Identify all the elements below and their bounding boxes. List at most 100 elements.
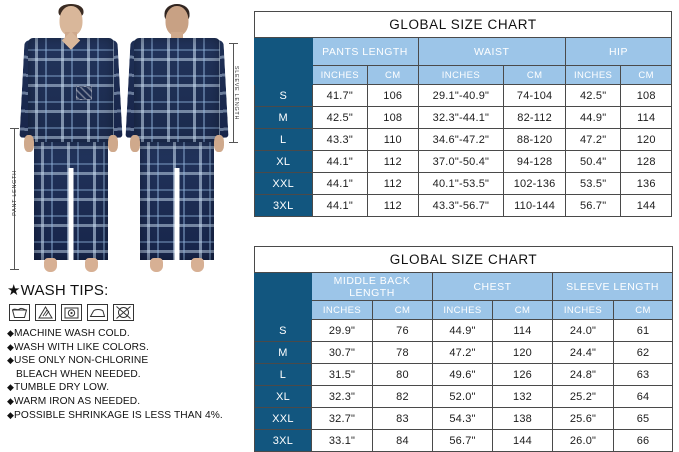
unit-header: CM — [372, 300, 433, 320]
measurement-cell: 108 — [367, 106, 419, 129]
wash-tip-item: ◆WARM IRON AS NEEDED. — [7, 395, 250, 409]
measurement-cell: 44.1" — [311, 150, 369, 173]
measurement-cell: 82-112 — [503, 106, 566, 129]
group-header-pants-length: PANTS LENGTH — [311, 37, 419, 66]
wash-tip-text: MACHINE WASH COLD. — [14, 328, 130, 339]
model-hand-right — [108, 135, 118, 152]
table-row: M 42.5" 108 32.3"-44.1" 82-112 44.9" 114 — [254, 106, 672, 129]
measurement-cell: 43.3" — [311, 128, 369, 151]
measurement-cell: 112 — [367, 194, 419, 217]
measurement-cell: 110-144 — [503, 194, 566, 217]
wash-tips-list: ◆MACHINE WASH COLD. ◆WASH WITH LIKE COLOR… — [7, 327, 250, 422]
unit-header: INCHES — [564, 65, 622, 85]
group-header-row: PANTS LENGTH WAIST HIP — [254, 37, 673, 85]
wash-tip-text: BLEACH WHEN NEEDED. — [16, 368, 141, 380]
size-label-cell: XL — [254, 385, 312, 408]
do-not-dry-clean-icon — [113, 304, 134, 321]
unit-header: CM — [492, 300, 553, 320]
measurement-cell: 24.0" — [552, 319, 614, 342]
measurement-cell: 40.1"-53.5" — [417, 172, 505, 195]
pajama-pants-front — [34, 142, 108, 260]
unit-header: CM — [503, 65, 566, 85]
sleeve-length-label: SLEEVE LENGTH — [233, 65, 239, 121]
measurement-cell: 64 — [612, 385, 674, 408]
wash-tip-item: ◆TUMBLE DRY LOW. — [7, 381, 250, 395]
model-foot-right — [85, 258, 98, 272]
wash-tip-text: WARM IRON AS NEEDED. — [14, 395, 141, 407]
table-title-row: GLOBAL SIZE CHART — [253, 246, 674, 273]
wash-tip-item: ◆MACHINE WASH COLD. — [7, 327, 250, 341]
measurement-cell: 65 — [612, 407, 674, 430]
measurement-cell: 61 — [612, 319, 674, 342]
wash-tip-text: USE ONLY NON-CHLORINE — [14, 355, 149, 367]
measurement-cell: 126 — [492, 363, 553, 386]
bullet-icon: ◆ — [7, 382, 15, 393]
measurement-cell: 49.6" — [432, 363, 493, 386]
measurement-cell: 56.7" — [432, 429, 493, 452]
measurement-cell: 76 — [372, 319, 433, 342]
model-back-view — [125, 4, 229, 272]
measurement-cell: 56.7" — [564, 194, 622, 217]
group-header-waist: WAIST — [417, 37, 566, 66]
size-chart-table-pants: GLOBAL SIZE CHART PANTS LENGTH WAIST HIP… — [254, 11, 673, 217]
measurement-cell: 25.2" — [552, 385, 614, 408]
measurement-cell: 106 — [367, 84, 419, 107]
care-symbols-row — [9, 304, 250, 321]
bullet-icon: ◆ — [7, 395, 15, 406]
group-header-sleeve-length: SLEEVE LENGTH — [551, 272, 674, 301]
sleeve-length-measure-line — [229, 43, 238, 143]
measurement-cell: 43.3"-56.7" — [417, 194, 505, 217]
measurement-cell: 120 — [620, 128, 672, 151]
model-front-view — [19, 4, 123, 272]
bullet-icon: ◆ — [7, 341, 15, 352]
measurement-cell: 84 — [372, 429, 433, 452]
measurement-cell: 24.8" — [552, 363, 614, 386]
pant-length-measure-line — [10, 128, 19, 270]
table-row: XL 44.1" 112 37.0"-50.4" 94-128 50.4" 128 — [254, 150, 672, 173]
measurement-cell: 132 — [492, 385, 553, 408]
model-hand-left — [24, 135, 34, 152]
unit-header: CM — [612, 300, 674, 320]
unit-header: CM — [367, 65, 419, 85]
measurement-cell: 44.9" — [564, 106, 622, 129]
machine-wash-icon — [9, 304, 30, 321]
model-head — [165, 6, 189, 36]
table-title-row: GLOBAL SIZE CHART — [254, 11, 672, 38]
group-header-row: MIDDLE BACK LENGTH CHEST SLEEVE LENGTH — [254, 272, 674, 320]
size-label-cell: 3XL — [254, 194, 313, 217]
measurement-cell: 30.7" — [311, 341, 373, 364]
measurement-cell: 32.3" — [311, 385, 373, 408]
measurement-cell: 53.5" — [564, 172, 622, 195]
measurement-cell: 47.2" — [564, 128, 622, 151]
measurement-cell: 88-120 — [503, 128, 566, 151]
unit-header-row: INCHES CM INCHES CM INCHES CM — [255, 65, 672, 85]
iron-icon — [87, 304, 108, 321]
measurement-cell: 63 — [612, 363, 674, 386]
unit-header: INCHES — [311, 65, 369, 85]
table-row: XL 32.3" 82 52.0" 132 25.2" 64 — [254, 385, 674, 408]
wash-tip-item: ◆USE ONLY NON-CHLORINE — [7, 354, 250, 368]
wash-tip-item: ◆POSSIBLE SHRINKAGE IS LESS THAN 4%. — [7, 409, 250, 423]
left-panel: PANT LENGTH SLEEVE LENGTH ★WASH TIPS: — [0, 0, 250, 447]
size-label-cell: M — [254, 341, 312, 364]
table-body: S 41.7" 106 29.1"-40.9" 74-104 42.5" 108 M 42.5"… — [254, 84, 672, 217]
group-header-hip: HIP — [564, 37, 673, 66]
tumble-dry-icon — [61, 304, 82, 321]
measurement-cell: 112 — [367, 150, 419, 173]
bullet-icon: ◆ — [7, 355, 15, 366]
unit-header: CM — [620, 65, 672, 85]
unit-header: INCHES — [552, 300, 614, 320]
measurement-cell: 110 — [367, 128, 419, 151]
measurement-cell: 83 — [372, 407, 433, 430]
table-row: S 29.9" 76 44.9" 114 24.0" 61 — [254, 319, 674, 342]
measurement-cell: 24.4" — [552, 341, 614, 364]
table-row: S 41.7" 106 29.1"-40.9" 74-104 42.5" 108 — [254, 84, 672, 107]
model-foot-right — [191, 258, 204, 272]
measurement-cell: 50.4" — [564, 150, 622, 173]
measurement-cell: 31.5" — [311, 363, 373, 386]
measurement-cell: 29.9" — [311, 319, 373, 342]
wash-tip-text: WASH WITH LIKE COLORS. — [14, 341, 149, 353]
measurement-cell: 44.9" — [432, 319, 493, 342]
measurement-cell: 32.7" — [311, 407, 373, 430]
measurement-cell: 52.0" — [432, 385, 493, 408]
